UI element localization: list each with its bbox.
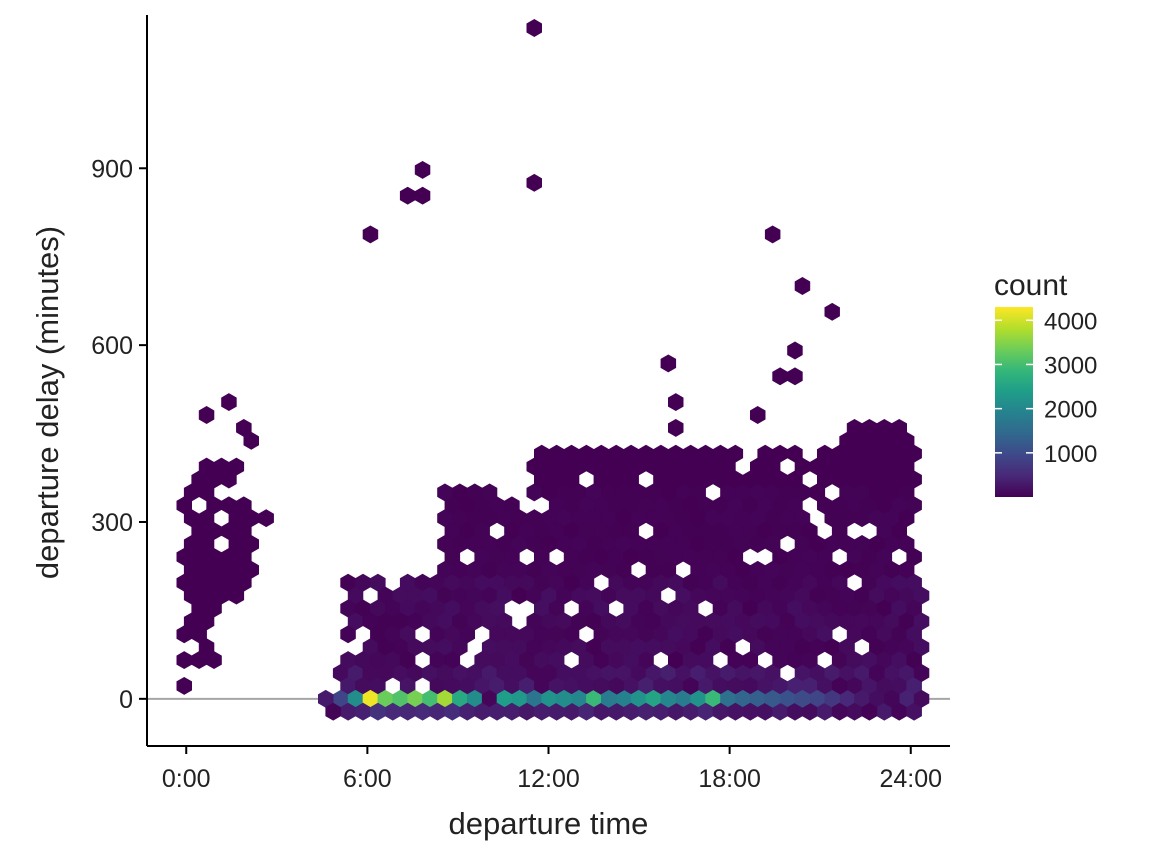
hex-cell <box>787 573 803 592</box>
y-tick-label: 600 <box>91 332 133 360</box>
legend-ticks: 1000 2000 3000 4000 <box>995 308 1097 468</box>
hex-cell <box>883 483 900 502</box>
hex-cell <box>913 664 930 682</box>
legend-title: count <box>994 269 1068 302</box>
hex-cell <box>787 470 803 489</box>
hex-cell <box>913 689 930 708</box>
hex-cell <box>883 689 900 708</box>
x-axis-title: departure time <box>449 806 649 841</box>
y-tick-label: 0 <box>119 686 133 714</box>
hex-cell <box>437 664 453 682</box>
hex-cell <box>749 406 766 424</box>
hex-cell <box>787 341 803 360</box>
legend-tick-label: 1000 <box>1044 441 1097 468</box>
y-axis-ticks: 0 300 600 900 <box>91 155 147 714</box>
hex-cell <box>399 702 416 721</box>
hex-cell <box>682 676 699 695</box>
hex-cell <box>414 160 431 179</box>
hex-cell <box>563 573 580 592</box>
hex-cell <box>638 651 654 670</box>
y-axis-title: departure delay (minutes) <box>30 226 65 579</box>
hex-cell <box>399 651 416 670</box>
hex-cell <box>623 470 639 489</box>
hex-cell <box>221 470 237 489</box>
hex-cell <box>787 367 803 386</box>
hex-cell <box>377 664 394 682</box>
hex-cell <box>340 625 356 644</box>
hex-cell <box>533 573 550 592</box>
hex-cell <box>370 702 386 721</box>
hex-cell <box>667 393 684 412</box>
y-tick-label: 300 <box>91 509 133 537</box>
hex-cell <box>794 277 811 295</box>
hex-cell <box>831 702 848 721</box>
y-tick-label: 900 <box>91 155 133 183</box>
hex-cell <box>876 444 893 463</box>
hex-cell <box>221 393 237 412</box>
x-tick-label: 0:00 <box>162 765 211 793</box>
plot-panel <box>147 19 950 721</box>
legend-colorbar <box>995 307 1033 497</box>
hex-cell <box>869 664 885 682</box>
hex-cell <box>198 406 215 424</box>
hex-cell <box>861 702 878 721</box>
legend: count 1000 2000 3000 4000 <box>994 269 1097 497</box>
hex-cell <box>660 689 677 708</box>
hexbin-cells <box>176 19 930 721</box>
legend-tick-label: 2000 <box>1044 397 1097 424</box>
hex-cell <box>898 431 915 450</box>
legend-tick-label: 3000 <box>1044 352 1097 379</box>
hex-cell <box>414 186 431 205</box>
hex-cell <box>906 470 922 489</box>
hex-cell <box>660 354 677 373</box>
hex-cell <box>742 573 759 592</box>
hex-cell <box>243 431 260 450</box>
hex-cell <box>474 702 490 721</box>
hex-cell <box>362 225 379 244</box>
hex-cell <box>600 689 617 708</box>
hex-cell <box>794 689 811 708</box>
hex-cell <box>176 676 192 695</box>
hex-cell <box>325 702 341 721</box>
hex-cell <box>541 664 557 682</box>
hex-cell <box>660 560 677 579</box>
hex-cell <box>764 225 781 244</box>
hex-cell <box>258 509 274 528</box>
hex-cell <box>228 586 245 605</box>
hex-cell <box>809 483 826 502</box>
hex-cell <box>802 651 818 670</box>
axes: 0:00 6:00 12:00 18:00 24:00 0 300 600 900 depar… <box>30 15 950 841</box>
hex-cell <box>660 483 677 502</box>
x-tick-label: 6:00 <box>343 765 392 793</box>
hex-cell <box>667 418 684 437</box>
hex-cell <box>824 302 840 321</box>
hex-cell <box>556 689 572 708</box>
hex-cell <box>526 19 543 37</box>
legend-tick-label: 4000 <box>1044 308 1097 335</box>
hex-cell <box>526 173 543 192</box>
hex-cell <box>682 573 699 592</box>
x-tick-label: 18:00 <box>698 765 761 793</box>
hex-cell <box>764 689 781 708</box>
x-tick-label: 12:00 <box>517 765 580 793</box>
x-tick-label: 24:00 <box>879 765 942 793</box>
hex-cell <box>697 651 714 670</box>
hex-cell <box>571 664 587 682</box>
hex-cell <box>563 470 580 489</box>
hex-cell <box>541 483 557 502</box>
hex-cell <box>615 560 632 579</box>
hex-cell <box>742 651 759 670</box>
x-axis-ticks: 0:00 6:00 12:00 18:00 24:00 <box>162 746 942 793</box>
hex-cell <box>898 560 915 579</box>
hex-cell <box>206 651 222 670</box>
